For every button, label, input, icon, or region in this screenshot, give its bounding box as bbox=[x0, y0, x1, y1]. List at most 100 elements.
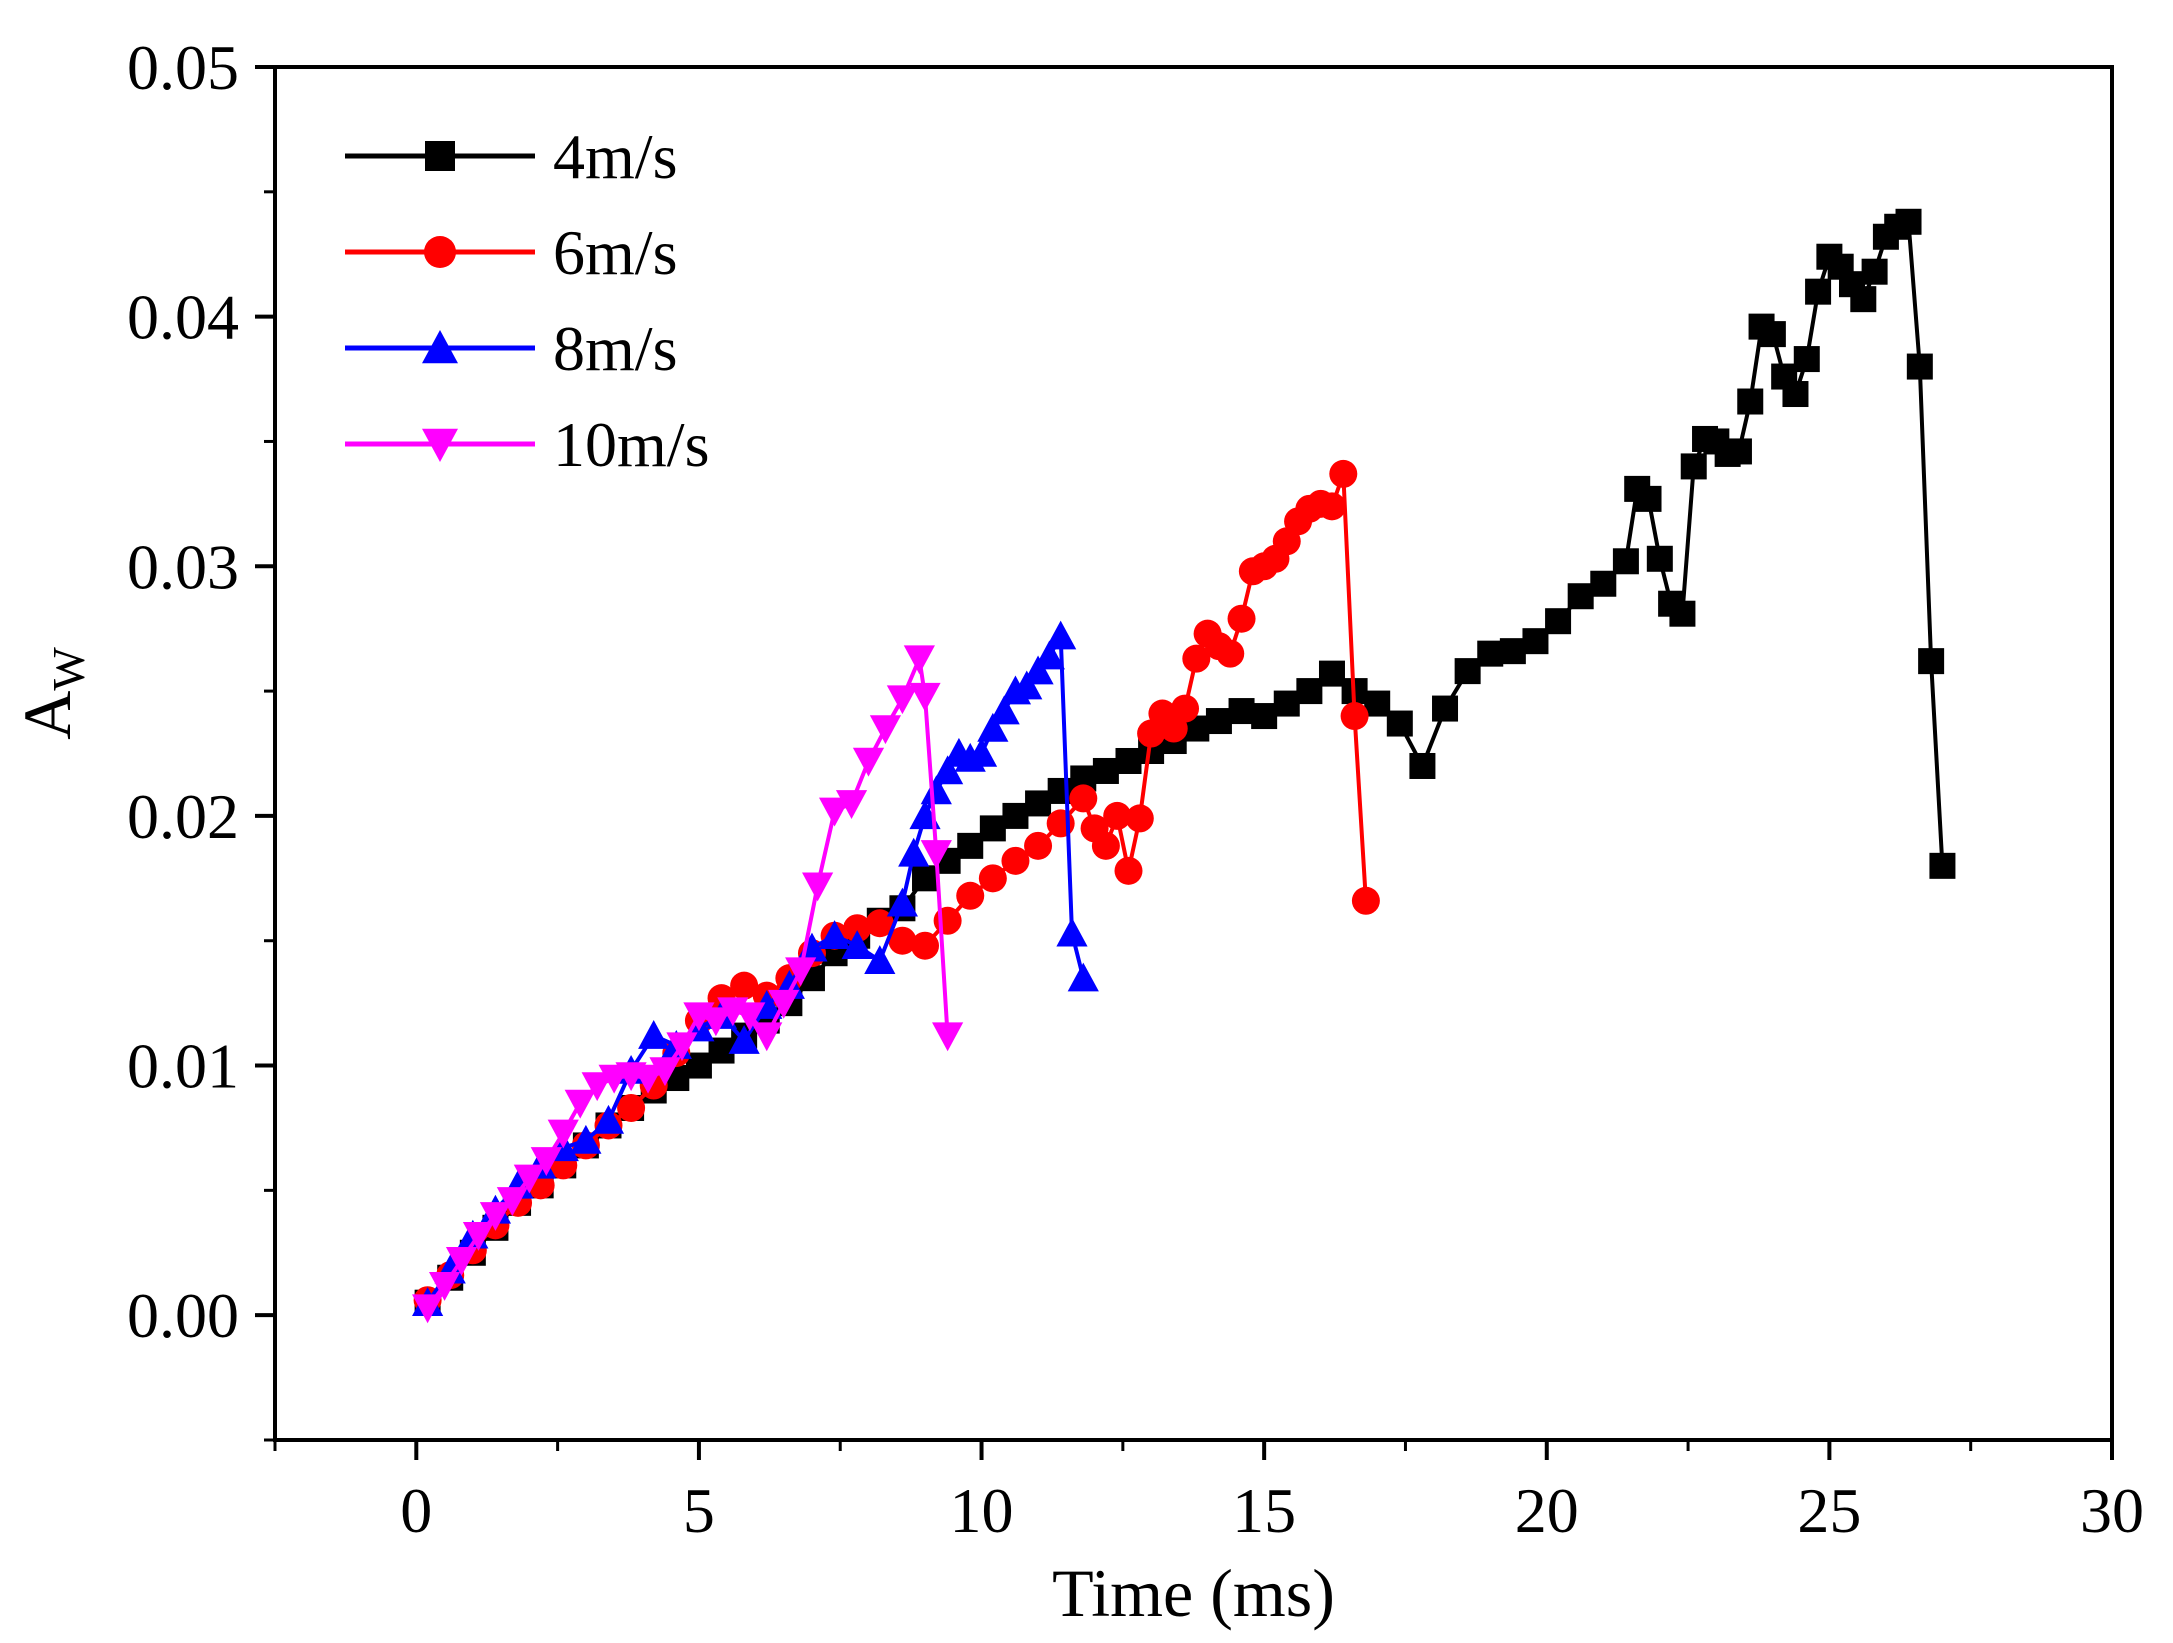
data-point bbox=[818, 920, 851, 949]
data-point bbox=[932, 1022, 964, 1052]
legend-item: 6m/s bbox=[345, 217, 677, 288]
y-axis-title-main: A bbox=[9, 691, 85, 740]
data-point bbox=[1918, 648, 1945, 675]
data-point bbox=[1929, 852, 1956, 879]
legend-marker bbox=[422, 428, 458, 462]
x-tick-label: 30 bbox=[2080, 1475, 2144, 1546]
data-point bbox=[1022, 655, 1054, 685]
data-point bbox=[843, 914, 872, 943]
y-axis-title: AW bbox=[9, 647, 94, 740]
data-point bbox=[1793, 346, 1820, 373]
data-point bbox=[547, 1119, 579, 1149]
data-point bbox=[1317, 492, 1346, 521]
data-point bbox=[428, 1271, 461, 1301]
legend-marker bbox=[422, 330, 458, 364]
series-layer bbox=[412, 208, 1956, 1324]
data-point bbox=[666, 1032, 698, 1062]
data-point bbox=[957, 832, 984, 859]
x-tick-label: 10 bbox=[950, 1475, 1014, 1546]
data-point bbox=[1454, 658, 1481, 685]
data-point bbox=[445, 1247, 478, 1276]
data-point bbox=[933, 906, 962, 935]
data-point bbox=[1025, 790, 1052, 817]
data-point bbox=[728, 1024, 760, 1054]
data-point bbox=[956, 881, 985, 910]
data-point bbox=[632, 1064, 664, 1094]
data-point bbox=[1045, 620, 1077, 650]
data-point bbox=[977, 712, 1009, 742]
data-point bbox=[1182, 644, 1211, 673]
data-point bbox=[638, 1019, 670, 1049]
data-point bbox=[1046, 809, 1075, 838]
data-point bbox=[592, 1104, 625, 1134]
data-point bbox=[912, 865, 939, 892]
data-point bbox=[530, 1147, 562, 1177]
data-point bbox=[1227, 604, 1256, 633]
data-point bbox=[1002, 802, 1029, 829]
data-point bbox=[412, 1294, 444, 1324]
x-axis-title: Time (ms) bbox=[1052, 1555, 1335, 1631]
data-point bbox=[1216, 639, 1245, 668]
series-10m-per-s bbox=[412, 645, 964, 1324]
data-point bbox=[768, 989, 800, 1019]
data-point bbox=[1567, 583, 1594, 610]
data-point bbox=[1545, 608, 1572, 635]
data-point bbox=[920, 775, 952, 805]
y-tick-label: 0.05 bbox=[127, 32, 239, 103]
data-point bbox=[617, 1093, 646, 1122]
data-point bbox=[700, 1007, 732, 1037]
data-point bbox=[1011, 670, 1043, 700]
legend-marker bbox=[424, 236, 456, 268]
data-point bbox=[1024, 831, 1053, 860]
data-point bbox=[1069, 784, 1098, 813]
data-point bbox=[708, 1037, 735, 1064]
data-point bbox=[802, 872, 834, 902]
data-point bbox=[965, 737, 998, 767]
data-point bbox=[1635, 485, 1662, 512]
data-point bbox=[730, 971, 759, 1000]
data-point bbox=[1296, 678, 1323, 705]
data-point bbox=[1067, 962, 1099, 992]
data-point bbox=[462, 1222, 495, 1251]
data-point bbox=[581, 1072, 613, 1102]
data-point bbox=[1522, 628, 1549, 655]
data-point bbox=[1477, 640, 1504, 667]
data-point bbox=[734, 1002, 766, 1032]
data-point bbox=[1033, 640, 1065, 670]
data-point bbox=[898, 837, 930, 867]
data-point bbox=[920, 840, 952, 869]
y-axis-title-subscript: W bbox=[43, 647, 94, 691]
data-point bbox=[888, 926, 917, 955]
data-point bbox=[1737, 388, 1764, 415]
data-point bbox=[852, 747, 885, 777]
x-tick-label: 0 bbox=[400, 1475, 432, 1546]
data-point bbox=[886, 887, 919, 917]
data-point bbox=[1782, 381, 1809, 408]
data-point bbox=[1612, 548, 1639, 575]
data-point bbox=[1759, 321, 1786, 348]
data-point bbox=[818, 797, 851, 827]
data-point bbox=[1805, 278, 1832, 305]
data-point bbox=[1125, 804, 1154, 833]
plot-frame bbox=[273, 65, 2114, 1442]
data-point bbox=[570, 1124, 602, 1154]
legend-label: 4m/s bbox=[553, 121, 677, 192]
data-point bbox=[1725, 438, 1752, 465]
data-point bbox=[1850, 286, 1877, 313]
data-point bbox=[649, 1057, 681, 1087]
y-tick-label: 0.01 bbox=[127, 1031, 239, 1102]
legend-marker bbox=[425, 141, 455, 171]
data-point bbox=[1340, 702, 1369, 731]
data-point bbox=[1432, 695, 1459, 722]
data-point bbox=[932, 755, 964, 785]
data-point bbox=[785, 957, 817, 987]
y-tick-label: 0.03 bbox=[127, 531, 239, 602]
data-point bbox=[1115, 747, 1142, 774]
data-point bbox=[1646, 545, 1673, 572]
legend-label: 10m/s bbox=[553, 409, 709, 480]
data-point bbox=[979, 815, 1006, 842]
data-point bbox=[1273, 690, 1300, 717]
data-point bbox=[1318, 660, 1345, 687]
